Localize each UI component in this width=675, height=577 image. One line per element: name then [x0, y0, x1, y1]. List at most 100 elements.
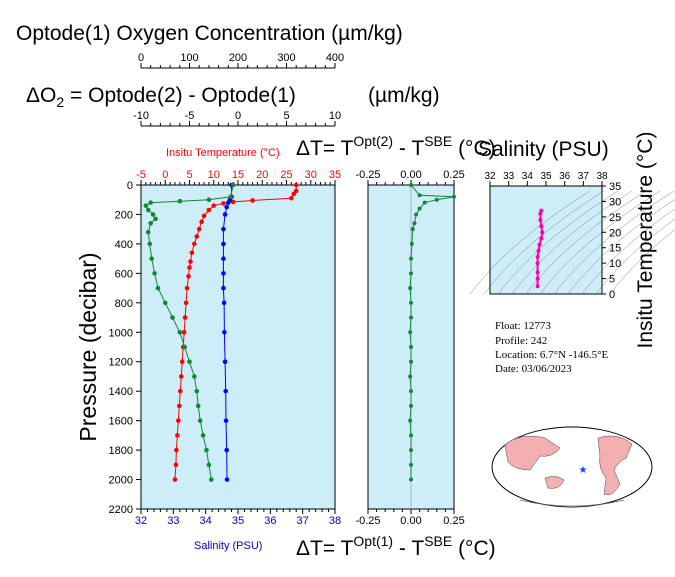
- ts-density-contour: [595, 218, 675, 295]
- oxygen-axis-tick-label: 400: [326, 52, 344, 64]
- oxygen-point: [209, 477, 214, 482]
- ts-salinity-axis-tick-label: 35: [540, 171, 552, 182]
- temperature-point: [293, 182, 299, 188]
- delta-t-point: [422, 200, 427, 205]
- temperature-point: [172, 477, 178, 482]
- temperature-axis-tick-label: 10: [208, 169, 220, 181]
- oxygen-point: [162, 300, 168, 306]
- temperature-point: [177, 388, 183, 394]
- delta-t-axes: -0.25 0.00 0.25 -0.25 0.00 0.25: [355, 169, 464, 527]
- temperature-point: [184, 285, 190, 291]
- delta-t-bottom-title: ΔT= TOpt(1) - TSBE (°C): [296, 533, 496, 560]
- ts-point: [538, 211, 543, 216]
- ts-point: [535, 261, 540, 266]
- delta-t-top-axis-tick-label: -0.25: [355, 169, 380, 181]
- pressure-tick-label: 1600: [109, 416, 133, 428]
- oxygen-point: [177, 329, 183, 335]
- ts-salinity-title: Salinity (PSU): [478, 138, 609, 161]
- ts-temperature-tick-label: 15: [609, 243, 621, 255]
- ts-salinity-axis-tick-label: 34: [522, 171, 534, 182]
- delta-t-top-title: ΔT= TOpt(2) - TSBE (°C): [296, 133, 496, 160]
- ts-density-contour: [609, 229, 675, 295]
- delta-o2-title: ΔO2 = Optode(2) - Optode(1): [26, 84, 296, 110]
- oxygen-axis-tick-label: 300: [277, 52, 295, 64]
- salinity-point: [221, 226, 226, 232]
- ts-point: [538, 217, 543, 222]
- ts-series: [535, 208, 545, 289]
- delta-t-point: [409, 448, 413, 453]
- temperature-axis-tick-label: 35: [329, 169, 341, 181]
- salinity-axis-tick-label: 34: [200, 515, 212, 527]
- temperature-point: [289, 195, 294, 201]
- ts-temperature-tick-label: 5: [609, 274, 615, 286]
- temperature-axis-tick-label: 25: [280, 169, 292, 181]
- oxygen-point: [200, 433, 206, 438]
- ts-density-contour: [539, 190, 661, 295]
- profile-date: Date: 03/06/2023: [495, 363, 572, 375]
- pressure-tick-label: 200: [115, 209, 133, 221]
- oxygen-point: [182, 344, 187, 350]
- delta-t-point: [409, 433, 413, 438]
- oxygen-point: [143, 203, 149, 208]
- delta-t-point: [408, 374, 413, 379]
- delta-t-point: [410, 227, 415, 232]
- ts-temperature-tick-label: 0: [609, 289, 615, 301]
- world-map: ★: [491, 426, 653, 508]
- temperature-point: [206, 207, 212, 213]
- delta-t-point: [408, 330, 413, 335]
- float-position-marker: ★: [579, 465, 588, 476]
- pressure-axis-title: Pressure (decibar): [75, 252, 101, 441]
- delta-t-bottom-axis-tick-label: 0.00: [400, 515, 421, 527]
- ts-density-contour: [497, 190, 619, 295]
- temperature-axis-tick-label: 20: [256, 169, 268, 181]
- oxygen-point: [206, 462, 212, 468]
- delta-t-top-axis-tick-label: 0.25: [443, 169, 464, 181]
- ts-temperature-tick-label: 30: [609, 196, 621, 208]
- pressure-tick-label: 1800: [109, 445, 133, 457]
- oxygen-point: [197, 418, 203, 423]
- delta-t-point: [434, 197, 439, 202]
- ts-axes: 32 33 34 35 36 37 38 0 5 10 15 20 25 30 35: [484, 171, 621, 301]
- oxygen-point: [204, 447, 209, 453]
- ts-point: [539, 224, 544, 229]
- oxygen-axis-tick-label: 0: [138, 52, 144, 64]
- temperature-point: [187, 265, 192, 270]
- pressure-tick-label: 600: [115, 268, 133, 280]
- temperature-point: [250, 198, 255, 203]
- temperature-point: [179, 359, 185, 365]
- oxygen-axis-tick-label: 200: [229, 52, 247, 64]
- ts-point: [539, 236, 544, 241]
- temperature-axis-tick-label: 15: [232, 169, 244, 181]
- salinity-axis-tick-label: 32: [135, 515, 147, 527]
- temperature-axis-tick-label: -5: [136, 169, 146, 181]
- oxygen-axis: 0 100 200 300 400: [138, 52, 344, 69]
- delta-t-point: [409, 477, 413, 482]
- temperature-axis-tick-label: 30: [305, 169, 317, 181]
- ts-density-contour: [511, 190, 633, 295]
- oxygen-point: [148, 200, 153, 205]
- delta-t-point: [409, 345, 413, 349]
- delta-t-point: [414, 212, 419, 217]
- delta-t-point: [452, 194, 456, 199]
- delta-t-point: [409, 183, 413, 187]
- oxygen-point: [228, 194, 234, 200]
- ts-density-contour: [567, 199, 675, 295]
- oxygen-point: [170, 315, 175, 320]
- oxygen-point: [192, 374, 197, 379]
- salinity-point: [223, 418, 229, 423]
- ts-salinity-axis-tick-label: 38: [596, 171, 608, 182]
- temperature-point: [192, 241, 197, 247]
- ts-density-contour: [483, 190, 605, 295]
- oxygen-point: [150, 212, 156, 217]
- ts-density-contour: [469, 190, 591, 295]
- delta-t-point: [417, 206, 422, 211]
- ts-point: [540, 230, 545, 235]
- delta-t-point: [409, 359, 413, 364]
- oxygen-point: [145, 229, 151, 235]
- oxygen-line: [145, 184, 234, 480]
- delta-t-top-axis-tick-label: 0.00: [400, 169, 421, 181]
- salinity-axis-tick-label: 35: [232, 515, 244, 527]
- temperature-point: [230, 199, 236, 205]
- salinity-point: [221, 241, 226, 247]
- oxygen-point: [206, 197, 212, 203]
